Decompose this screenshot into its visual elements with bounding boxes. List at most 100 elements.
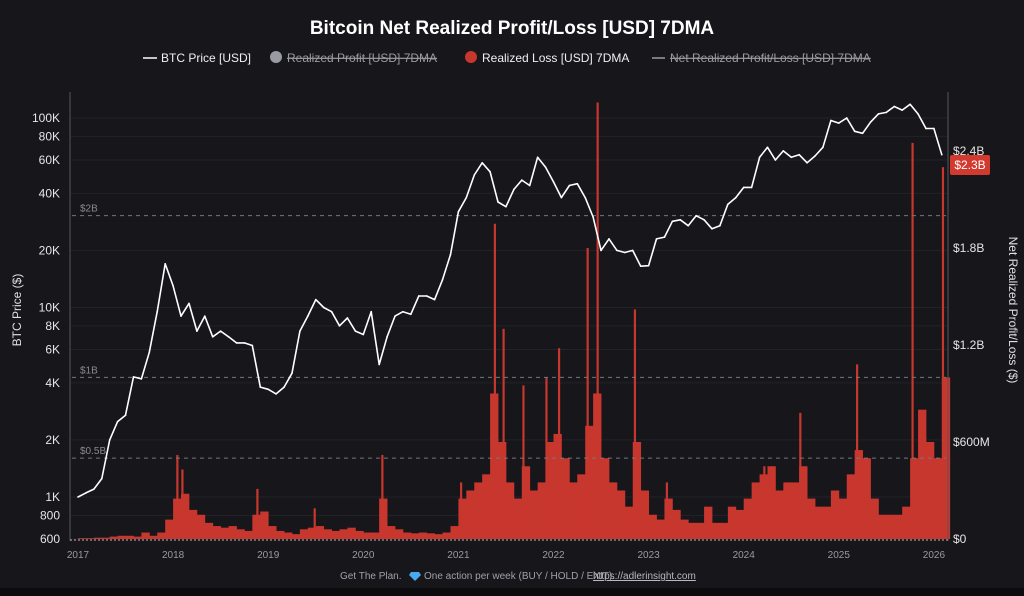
btc-price-point [584,196,586,199]
realized-loss-bar [323,529,332,539]
btc-price-point [283,386,285,388]
realized-loss-bar [474,482,483,539]
realized-loss-bar [743,498,753,539]
realized-loss-bar [696,522,705,539]
realized-loss-bar [767,466,776,539]
btc-price-point [505,205,507,208]
x-tick-label: 2018 [162,550,185,561]
realized-loss-bar [149,535,158,539]
x-tick-label: 2022 [542,550,565,561]
legend-item-realized-loss[interactable]: Realized Loss [USD] 7DMA [465,51,629,65]
legend-circle-marker [270,51,282,63]
x-tick-label: 2025 [828,550,851,561]
realized-loss-bar [791,482,800,539]
realized-loss-bar [363,532,372,539]
realized-loss-spike [941,167,945,539]
left-tick-label: 40K [39,186,60,200]
btc-price-point [901,109,903,111]
btc-price-point [314,298,317,301]
realized-loss-spike [176,454,179,539]
chart-title: Bitcoin Net Realized Profit/Loss [USD] 7… [310,18,715,39]
btc-price-point [100,477,103,480]
left-tick-label: 100K [32,111,60,125]
gridlines [70,117,948,540]
btc-price-point [497,201,499,203]
footer-text: Get The Plan. [340,571,402,582]
legend-item-net-realized[interactable]: Net Realized Profit/Loss [USD] 7DMA [652,51,871,65]
btc-price-point [124,414,127,417]
realized-loss-bar [735,509,745,539]
btc-price-point [798,153,800,156]
reference-line-label: $0.5B [80,446,106,457]
realized-loss-bar [925,442,935,539]
realized-loss-bar [688,522,697,539]
realized-loss-spike [855,364,859,539]
realized-loss-bar [387,526,396,539]
btc-price-point [196,330,198,332]
right-tick-label: $1.8B [953,241,984,255]
btc-price-point [417,295,420,297]
btc-price-point [845,117,848,119]
realized-loss-bar [648,514,657,539]
btc-price-point [473,174,476,176]
realized-loss-bar [886,514,895,539]
realized-loss-bar [157,532,166,539]
btc-price-point [552,181,555,183]
btc-price-point [465,196,468,199]
realized-loss-bar [807,498,816,539]
left-tick-label: 8K [45,319,60,333]
btc-price-point [164,262,166,265]
btc-price-point [410,313,412,316]
legend-item-btc-price[interactable]: BTC Price [USD] [143,51,251,65]
realized-loss-spike [586,248,589,539]
btc-price-point [267,388,270,391]
btc-price-point [148,351,151,354]
left-tick-label: 60K [39,153,60,167]
btc-price-line [77,103,943,498]
btc-price-point [354,330,357,332]
realized-loss-bar [482,474,491,539]
realized-loss-bar [529,490,539,539]
btc-price-point [402,310,404,313]
btc-price-point [774,159,777,161]
legend-item-realized-profit[interactable]: Realized Profit [USD] 7DMA [270,51,437,65]
current-value-bg [950,155,990,175]
footer-link[interactable]: https://adlerinsight.com [593,571,696,582]
left-tick-label: 4K [45,376,60,390]
btc-price-point [719,224,721,227]
btc-price-point [362,333,365,336]
btc-price-point [299,330,301,332]
btc-price-point [235,342,238,344]
btc-price-point [132,376,135,378]
legend-label: Realized Loss [USD] 7DMA [482,51,629,65]
realized-loss-bar [854,450,863,539]
realized-loss-bar [466,490,475,539]
realized-loss-bar [672,509,681,539]
btc-price-point [93,488,95,490]
realized-loss-spike [911,142,914,539]
btc-price-point [830,119,832,122]
realized-loss-bar [513,498,523,539]
realized-loss-bar [640,490,649,539]
realized-loss-bar [569,482,578,539]
right-axis-ticks: $0 $600M $1.2B $1.8B $2.4B [953,144,990,546]
realized-loss-bar [291,534,301,539]
realized-loss-bar [553,433,562,539]
realized-loss-bar [236,529,245,539]
btc-price-point [631,249,634,252]
reference-lines: $2B $1B $0.5B [72,204,946,459]
btc-price-point [560,196,563,199]
btc-price-point [893,105,896,108]
btc-price-point [346,317,349,319]
legend-label: Net Realized Profit/Loss [USD] 7DMA [670,51,871,65]
realized-loss-bar [878,514,887,539]
btc-price-point [758,156,761,159]
btc-price-point [616,249,618,252]
realized-loss-bar [395,529,404,539]
realized-loss-bar [125,535,134,539]
realized-loss-bar [838,498,848,539]
current-value-label: $2.3B [954,158,985,172]
realized-loss-area [78,102,951,539]
btc-price-point [425,295,428,297]
realized-loss-bar [577,474,586,539]
